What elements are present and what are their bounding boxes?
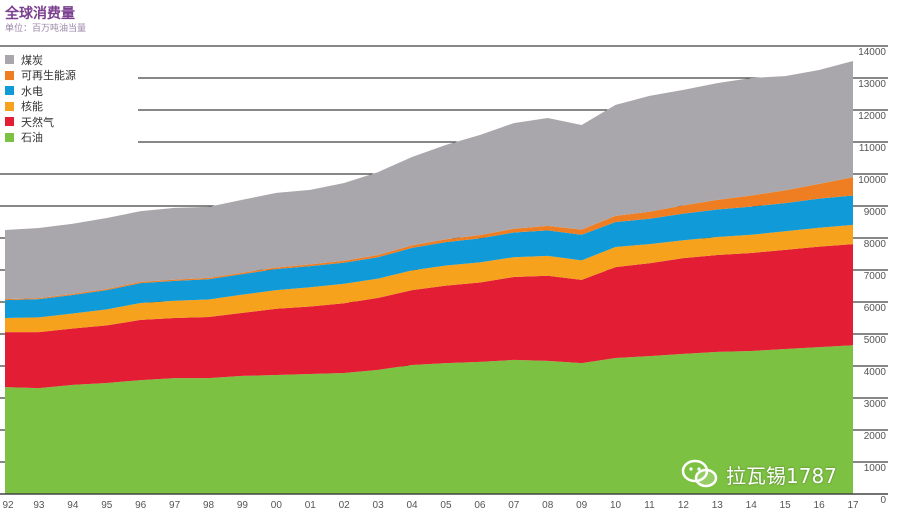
legend-swatch [5, 101, 14, 111]
legend-label: 煤炭 [21, 53, 43, 67]
wechat-icon [681, 459, 718, 488]
legend-swatch [5, 132, 14, 142]
watermark: 拉瓦锡1787 [680, 459, 837, 489]
x-tick-label: 01 [305, 500, 317, 511]
x-tick-label: 16 [814, 500, 826, 511]
x-tick-label: 95 [101, 500, 113, 511]
y-tick-label: 9000 [864, 207, 887, 218]
y-tick-label: 12000 [858, 111, 886, 122]
y-tick-label: 5000 [864, 335, 887, 346]
y-tick-label: 10000 [858, 175, 886, 186]
legend-item: 水电 [5, 83, 76, 99]
legend-label: 天然气 [21, 115, 54, 129]
x-tick-label: 97 [169, 500, 181, 511]
x-tick-label: 08 [542, 500, 554, 511]
legend-swatch [5, 70, 14, 80]
y-tick-label: 14000 [858, 47, 886, 58]
area-coal [5, 61, 853, 300]
area-nuclear [5, 224, 853, 333]
area-oil [5, 345, 853, 494]
x-tick-label: 04 [406, 500, 418, 511]
chart-title: 全球消费量 [5, 6, 75, 22]
x-tick-label: 06 [474, 500, 486, 511]
legend-item: 可再生能源 [5, 68, 76, 84]
x-tick-label: 10 [610, 500, 622, 511]
x-tick-label: 92 [2, 500, 14, 511]
x-tick-label: 13 [712, 500, 724, 511]
legend-item: 石油 [5, 130, 76, 146]
x-tick-label: 98 [203, 500, 215, 511]
x-tick-label: 07 [508, 500, 520, 511]
chart-subtitle: 单位：百万吨油当量 [5, 24, 87, 34]
legend-item: 核能 [5, 99, 76, 115]
x-tick-label: 05 [440, 500, 452, 511]
legend-item: 煤炭 [5, 52, 76, 68]
y-tick-label: 2000 [864, 431, 887, 442]
legend-label: 水电 [21, 84, 43, 98]
y-tick-label: 11000 [859, 143, 887, 154]
x-tick-label: 09 [576, 500, 588, 511]
x-tick-label: 14 [746, 500, 758, 511]
legend-item: 天然气 [5, 114, 76, 130]
x-tick-label: 17 [847, 500, 859, 511]
y-tick-label: 7000 [864, 271, 887, 282]
legend: 煤炭可再生能源 水电核能 天然气石油 [5, 52, 76, 145]
y-tick-label: 1000 [864, 463, 887, 474]
x-tick-label: 00 [271, 500, 283, 511]
legend-label: 石油 [21, 131, 43, 145]
x-tick-label: 15 [780, 500, 792, 511]
x-tick-label: 99 [237, 500, 249, 511]
x-tick-label: 93 [33, 500, 45, 511]
legend-label: 可再生能源 [21, 69, 76, 83]
legend-swatch [5, 117, 14, 127]
x-tick-label: 11 [644, 500, 655, 511]
legend-swatch [5, 86, 14, 96]
x-tick-label: 94 [67, 500, 79, 511]
y-tick-label: 4000 [864, 367, 887, 378]
y-tick-label: 0 [880, 495, 886, 506]
y-tick-label: 6000 [864, 303, 887, 314]
legend-label: 核能 [21, 100, 43, 114]
area-gas [5, 244, 853, 389]
x-tick-label: 02 [339, 500, 351, 511]
x-tick-label: 03 [373, 500, 385, 511]
area-hydro [5, 195, 853, 318]
x-tick-label: 96 [135, 500, 147, 511]
watermark-text: 拉瓦锡1787 [726, 463, 837, 488]
y-tick-label: 8000 [864, 239, 887, 250]
legend-swatch [5, 55, 14, 65]
x-tick-label: 12 [678, 500, 690, 511]
y-tick-label: 3000 [864, 399, 887, 410]
y-tick-label: 13000 [858, 79, 886, 90]
